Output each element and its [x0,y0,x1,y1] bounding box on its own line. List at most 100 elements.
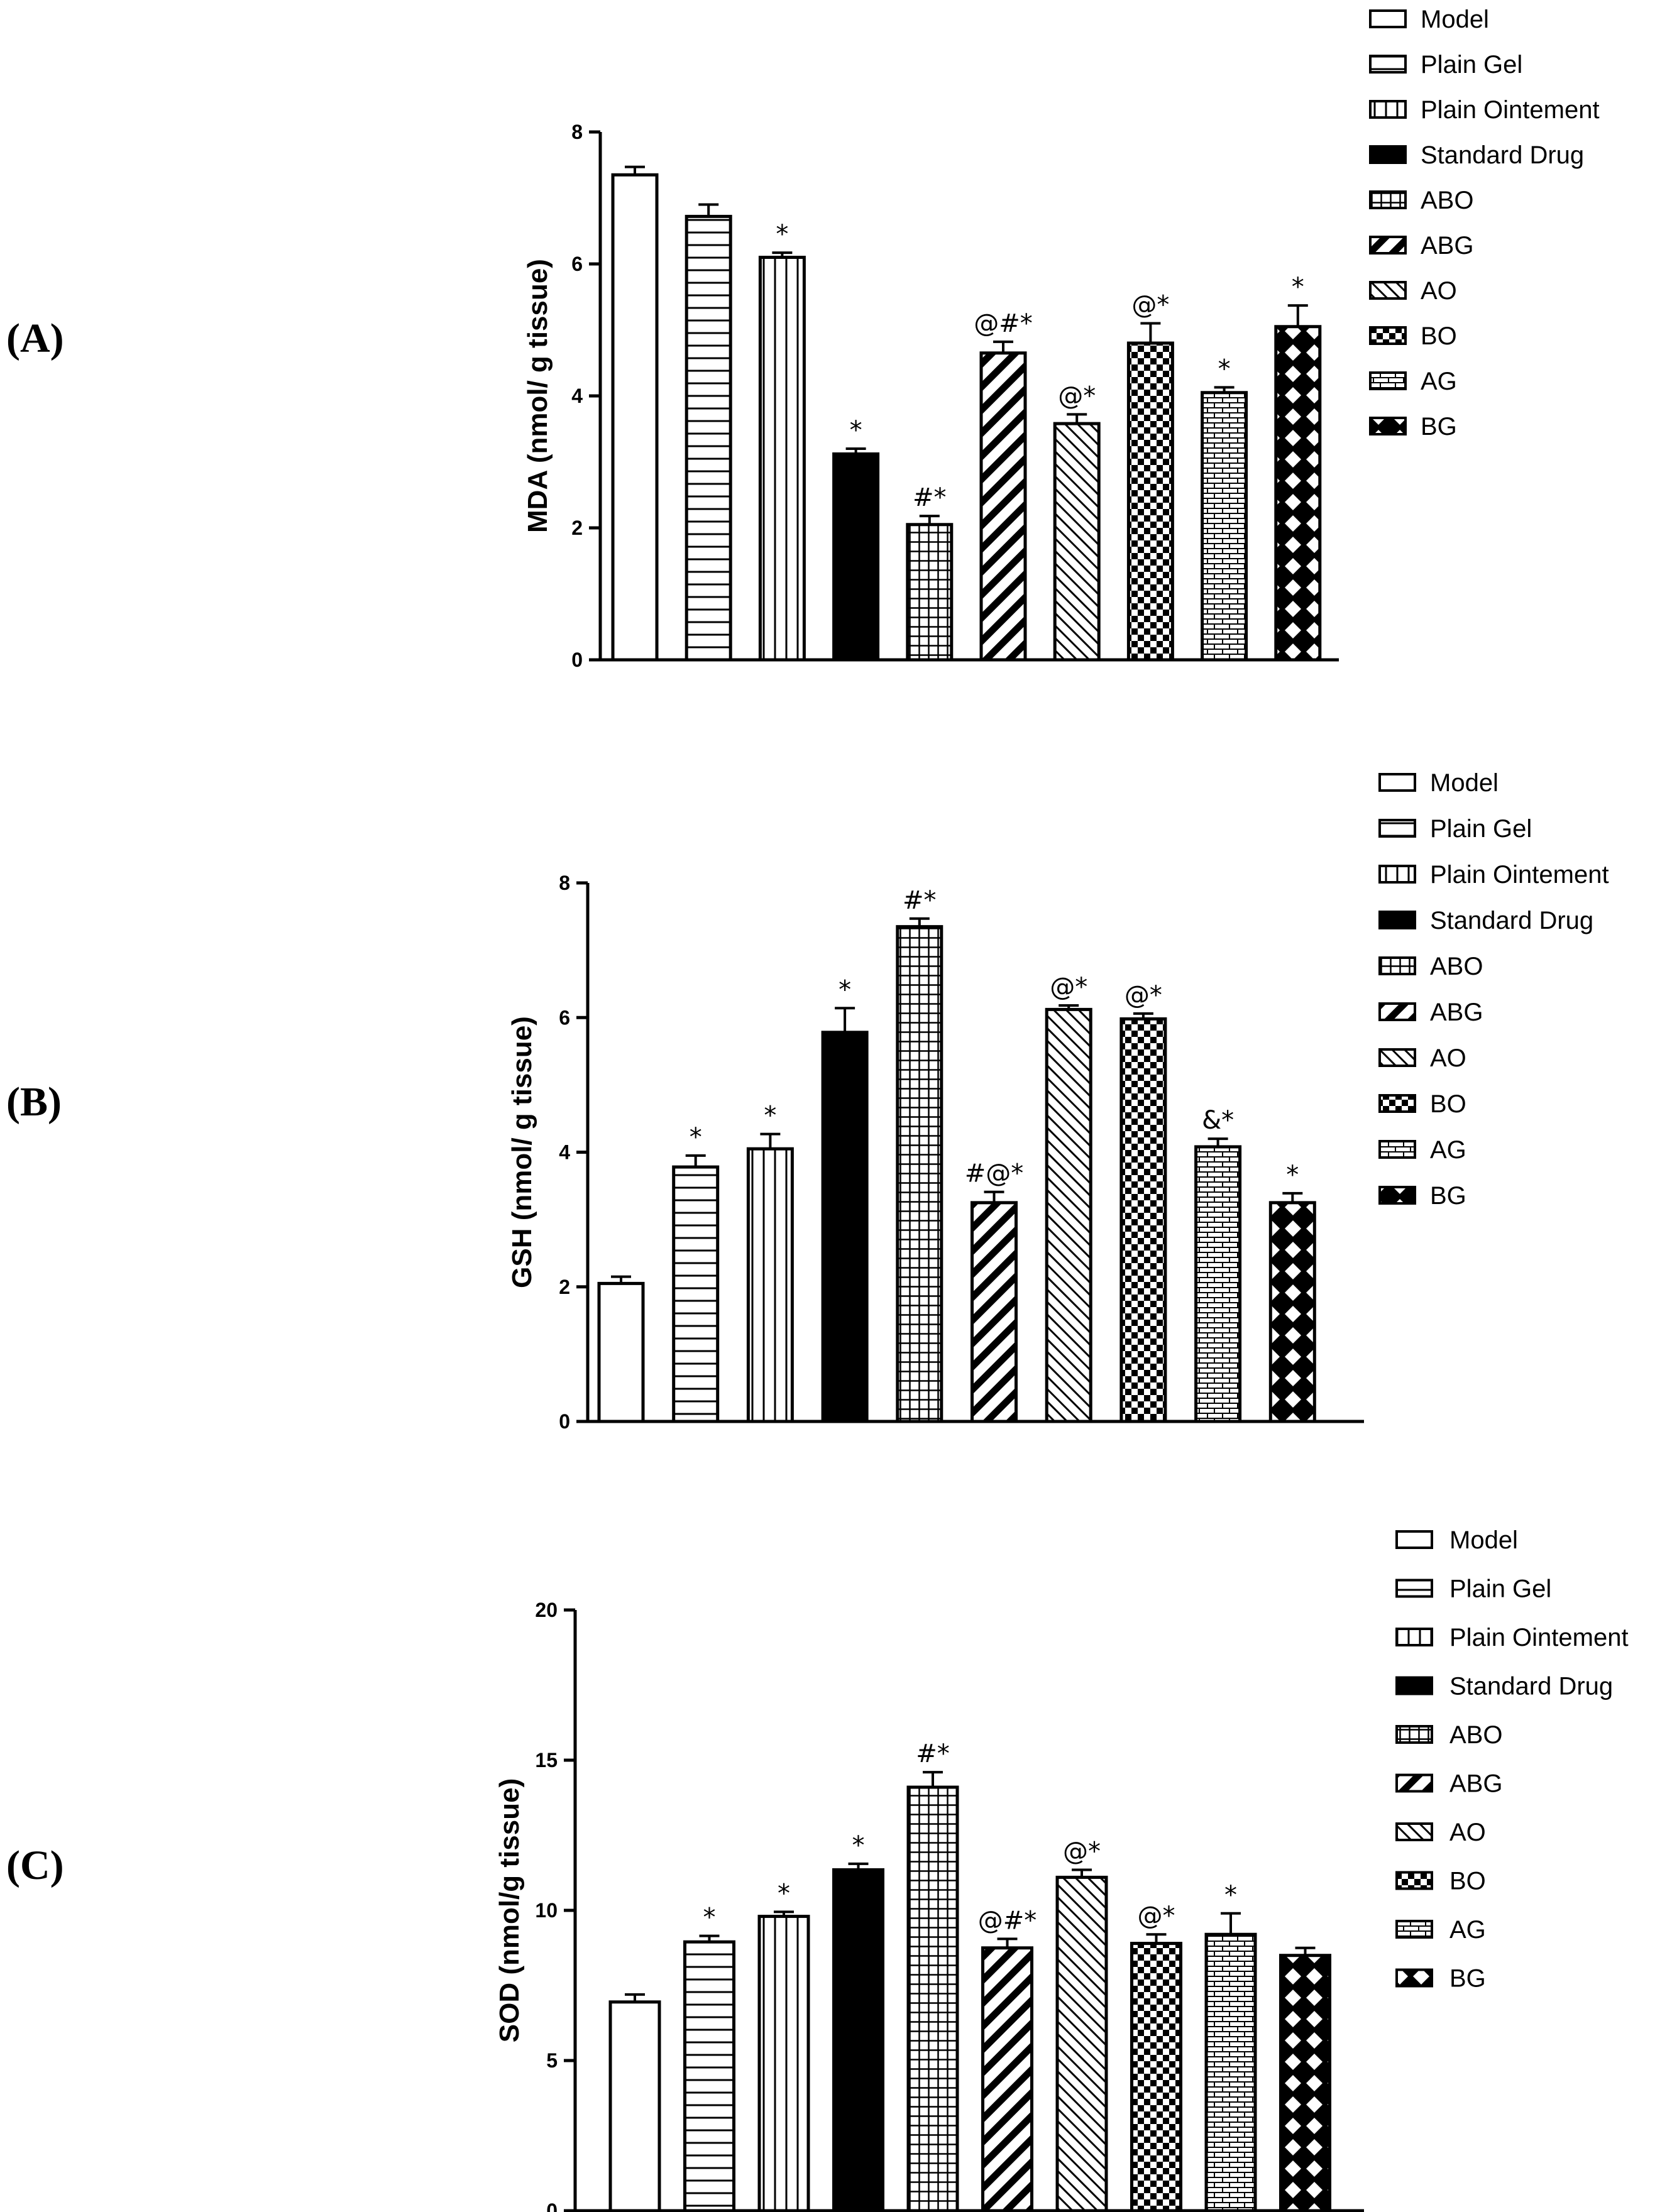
bar-abg [971,1201,1018,1423]
legend-swatch-abg [1378,1002,1416,1021]
bar-ag [1194,1145,1242,1423]
significance-label-plain-gel: * [703,1903,716,1932]
bar-bg [1279,1954,1331,2212]
panel-label-a: (A) [6,315,64,361]
bar-plain-ointement [746,1147,794,1423]
panel-label-c: (C) [6,1842,64,1888]
legend-swatch-ag [1378,1140,1416,1159]
legend-swatch-standard-drug [1378,911,1416,929]
panel-label-b: (B) [6,1079,62,1125]
significance-label-abo: #* [903,886,937,915]
bar-abo [906,1785,959,2212]
legend-label-plain-gel: Plain Gel [1430,815,1532,843]
bar-standard-drug [821,1031,869,1423]
legend-swatch-ao [1369,281,1407,300]
legend-swatch-bo [1369,326,1407,345]
legend-label-ao: AO [1449,1819,1486,1846]
bar-model [611,173,659,662]
legend-label-model: Model [1449,1526,1518,1554]
legend-label-ag: AG [1430,1136,1466,1164]
legend-swatch-ag [1369,371,1407,390]
legend-label-standard-drug: Standard Drug [1421,141,1584,169]
bar-model [608,2000,661,2212]
significance-label-plain-ointement: * [778,1879,790,1908]
legend-sod: Model Plain Gel Plain Ointement Standard Dr… [1395,1526,1629,1993]
legend-swatch-abg [1369,236,1407,255]
significance-label-standard-drug: * [850,416,862,445]
bar-plain-ointement [757,1915,810,2212]
legend-label-abg: ABG [1449,1770,1502,1798]
y-axis-title: GSH (nmol/ g tissue) [507,1016,537,1288]
legend-label-abo: ABO [1449,1721,1502,1749]
y-tick-label: 0 [559,1410,570,1433]
significance-label-bo: @* [1131,291,1169,320]
bar-bg [1274,325,1322,662]
significance-label-bg: * [1292,273,1304,302]
bar-standard-drug [832,1868,884,2212]
bar-plain-gel [683,1940,735,2212]
legend-mda: Model Plain Gel Plain Ointement Standard Dr… [1369,6,1600,441]
legend-label-abo: ABO [1430,953,1483,980]
chart-gsh: 0 2 4 6 8 GSH (nmol/ g tissue) * * * #* #@* @* @* &* * [507,872,1364,1433]
legend-swatch-abo [1378,956,1416,975]
legend-swatch-ag [1395,1920,1433,1939]
legend-swatch-plain-gel [1395,1579,1433,1598]
bar-bg [1268,1201,1316,1423]
legend-label-ao: AO [1421,277,1457,305]
legend-swatch-abo [1395,1725,1433,1744]
legend-label-plain-gel: Plain Gel [1449,1575,1551,1603]
legend-label-bg: BG [1449,1965,1486,1993]
significance-label-abg: #@* [965,1159,1024,1188]
y-tick-label: 6 [571,253,583,275]
legend-label-plain-ointement: Plain Ointement [1430,861,1609,889]
legend-label-bo: BO [1421,322,1457,350]
y-tick-label: 20 [535,1599,558,1621]
legend-label-ao: AO [1430,1044,1466,1072]
significance-label-abo: #* [913,483,947,512]
bar-bo [1119,1017,1167,1423]
bar-ag [1204,1932,1257,2212]
significance-label-bo: @* [1125,981,1162,1010]
legend-swatch-standard-drug [1369,145,1407,164]
legend-swatch-model [1395,1530,1433,1549]
legend-label-plain-gel: Plain Gel [1421,51,1522,79]
legend-swatch-bg [1395,1968,1433,1988]
legend-swatch-plain-ointement [1378,865,1416,884]
legend-swatch-bo [1378,1094,1416,1113]
legend-label-standard-drug: Standard Drug [1449,1673,1613,1700]
y-tick-label: 4 [559,1141,570,1164]
legend-label-plain-ointement: Plain Ointement [1449,1624,1629,1651]
y-tick-label: 6 [559,1006,570,1029]
bar-abg [979,351,1027,662]
legend-label-model: Model [1430,769,1499,797]
legend-label-bg: BG [1430,1182,1466,1210]
legend-swatch-abo [1369,190,1407,209]
bar-ao [1045,1007,1092,1423]
y-axis-title: SOD (nmol/g tissue) [494,1778,525,2042]
legend-label-standard-drug: Standard Drug [1430,907,1593,934]
y-tick-label: 5 [546,2049,558,2072]
legend-label-bo: BO [1430,1090,1466,1118]
bar-plain-ointement [758,256,806,662]
legend-swatch-abg [1395,1773,1433,1793]
significance-label-plain-ointement: * [764,1102,776,1131]
legend-label-plain-ointement: Plain Ointement [1421,96,1600,124]
legend-swatch-model [1369,9,1407,28]
significance-label-plain-gel: * [690,1123,702,1152]
legend-label-abg: ABG [1421,232,1473,260]
y-tick-label: 0 [546,2199,558,2212]
significance-label-ao: @* [1063,1837,1101,1866]
legend-label-abg: ABG [1430,999,1483,1026]
chart-mda: 0 2 4 6 8 MDA (nmol/ g tissue) * * #* @#* @* @* * * [522,121,1339,671]
chart-sod: 0 5 10 15 20 SOD (nmol/g tissue) * * * #* @#* @* @* * [494,1599,1364,2212]
y-tick-label: 15 [535,1749,558,1771]
bar-model [597,1281,645,1423]
legend-swatch-bg [1378,1186,1416,1205]
bar-abo [906,523,954,662]
y-tick-label: 8 [559,872,570,894]
legend-label-ag: AG [1421,368,1457,395]
bar-ao [1053,422,1101,662]
bar-abo [896,925,943,1423]
significance-label-bo: @* [1138,1902,1175,1930]
